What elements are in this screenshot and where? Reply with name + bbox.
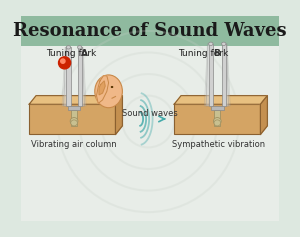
Ellipse shape (213, 118, 221, 125)
FancyBboxPatch shape (211, 106, 224, 110)
FancyBboxPatch shape (29, 104, 116, 134)
FancyBboxPatch shape (214, 110, 220, 126)
Polygon shape (29, 96, 122, 104)
FancyBboxPatch shape (174, 104, 260, 134)
Polygon shape (66, 47, 70, 106)
Polygon shape (77, 47, 82, 106)
Ellipse shape (214, 120, 220, 126)
Polygon shape (204, 44, 212, 106)
Text: Resonance of Sound Waves: Resonance of Sound Waves (13, 22, 287, 40)
Polygon shape (222, 44, 226, 106)
FancyBboxPatch shape (21, 46, 279, 221)
Polygon shape (78, 47, 84, 106)
Polygon shape (79, 47, 86, 106)
Text: Sympathetic vibration: Sympathetic vibration (172, 140, 266, 149)
Ellipse shape (111, 86, 113, 88)
Polygon shape (209, 44, 213, 106)
Text: A: A (81, 49, 88, 58)
Circle shape (58, 57, 70, 69)
Polygon shape (260, 96, 267, 134)
Ellipse shape (77, 46, 82, 49)
Text: Vibrating air column: Vibrating air column (31, 140, 117, 149)
Text: B: B (213, 49, 220, 58)
Polygon shape (99, 81, 105, 95)
Ellipse shape (66, 46, 70, 49)
Polygon shape (116, 96, 122, 134)
Text: Sound waves: Sound waves (122, 109, 178, 118)
Ellipse shape (209, 42, 213, 46)
Polygon shape (62, 47, 69, 106)
FancyBboxPatch shape (21, 16, 279, 46)
Polygon shape (64, 47, 70, 106)
Text: Tuning fork: Tuning fork (178, 49, 232, 58)
FancyBboxPatch shape (71, 110, 77, 126)
Circle shape (61, 59, 65, 63)
Ellipse shape (222, 42, 226, 46)
Ellipse shape (70, 118, 78, 125)
Ellipse shape (71, 120, 77, 126)
Polygon shape (206, 44, 212, 106)
Text: Tuning fork: Tuning fork (46, 49, 100, 58)
Ellipse shape (95, 75, 122, 108)
Polygon shape (97, 76, 109, 103)
Polygon shape (223, 44, 230, 106)
Polygon shape (222, 44, 229, 106)
Polygon shape (174, 96, 267, 104)
FancyBboxPatch shape (68, 106, 80, 110)
